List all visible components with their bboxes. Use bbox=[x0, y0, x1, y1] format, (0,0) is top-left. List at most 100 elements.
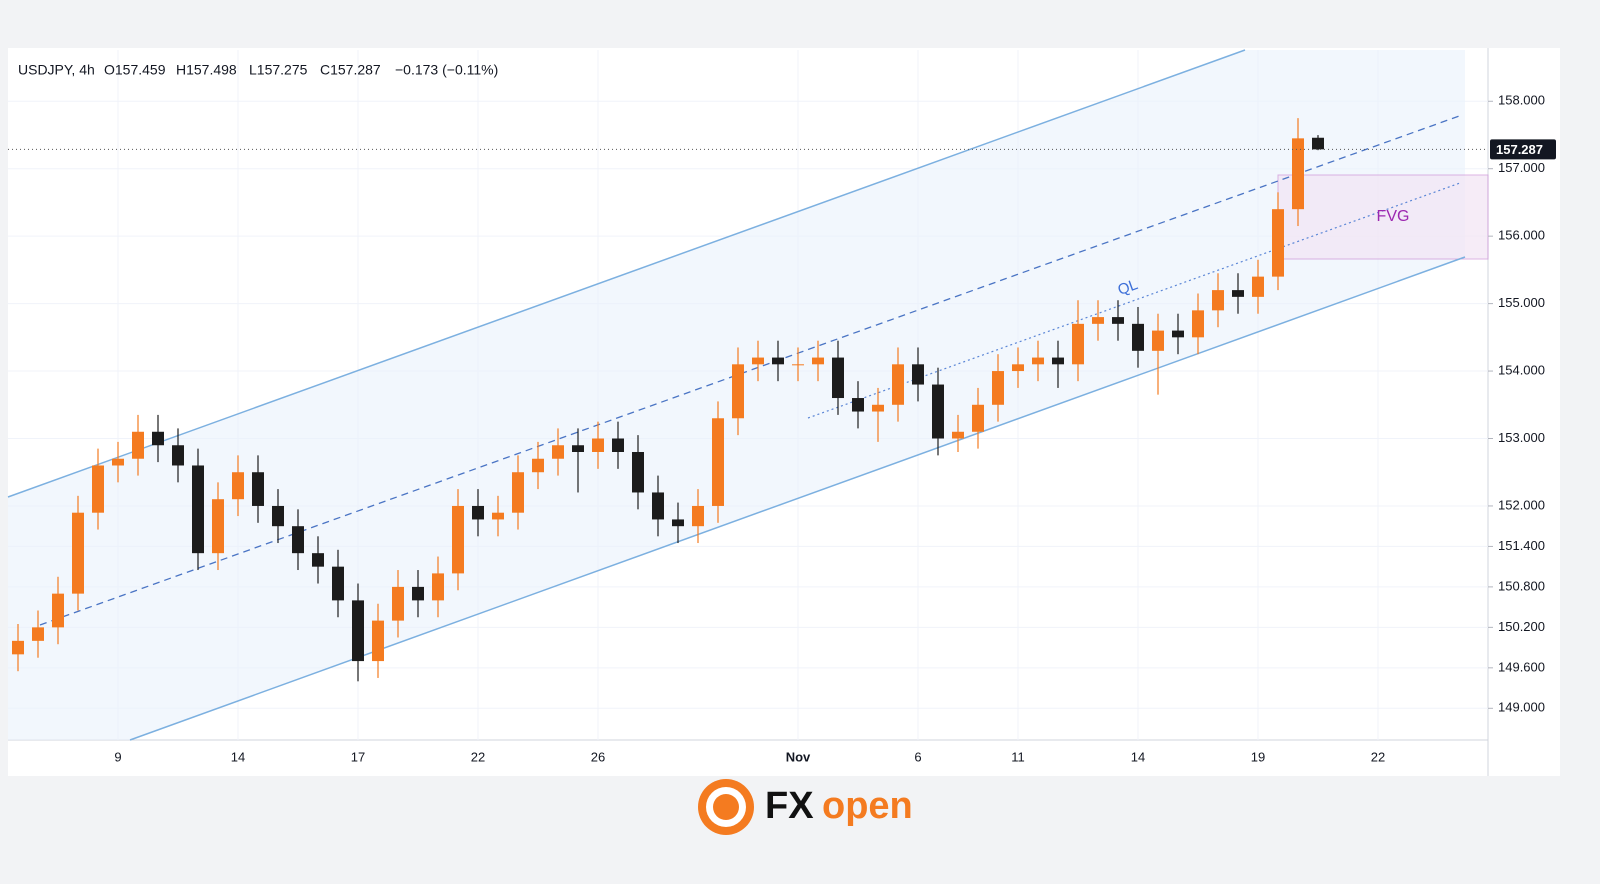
candle-body bbox=[852, 398, 864, 412]
y-tick-label: 152.000 bbox=[1498, 497, 1545, 512]
candle-body bbox=[332, 566, 344, 601]
candle-body bbox=[132, 431, 144, 459]
candle-body bbox=[812, 357, 824, 365]
candle-body bbox=[72, 512, 84, 594]
x-tick-label: 26 bbox=[591, 749, 605, 764]
candle-body bbox=[1152, 330, 1164, 351]
y-tick-label: 154.000 bbox=[1498, 362, 1545, 377]
y-tick-label: 150.200 bbox=[1498, 619, 1545, 634]
candles bbox=[12, 118, 1324, 682]
x-tick-label: 19 bbox=[1251, 749, 1265, 764]
candle-body bbox=[692, 505, 704, 527]
header-low: L157.275 bbox=[249, 62, 308, 78]
last-price-label: 157.287 bbox=[1496, 142, 1543, 157]
y-tick-label: 149.600 bbox=[1498, 659, 1545, 674]
candle-body bbox=[752, 357, 764, 365]
candle-body bbox=[1232, 290, 1244, 297]
x-tick-label: 9 bbox=[114, 749, 121, 764]
header-change: −0.173 (−0.11%) bbox=[395, 62, 498, 78]
candle-body bbox=[412, 586, 424, 601]
y-tick-label: 151.400 bbox=[1498, 538, 1545, 553]
candle-body bbox=[192, 465, 204, 554]
candle-body bbox=[1032, 357, 1044, 365]
candle-body bbox=[392, 586, 404, 621]
header-high: H157.498 bbox=[176, 62, 237, 78]
y-tick-label: 153.000 bbox=[1498, 430, 1545, 445]
candle-body bbox=[1092, 317, 1104, 324]
candle-body bbox=[512, 472, 524, 513]
candle-body bbox=[712, 418, 724, 506]
candle-body bbox=[1072, 323, 1084, 365]
x-tick-label: 11 bbox=[1011, 749, 1025, 764]
candle-body bbox=[352, 600, 364, 662]
fvg-label: FVG bbox=[1377, 208, 1410, 225]
header-open: O157.459 bbox=[104, 62, 166, 78]
candle-body bbox=[32, 627, 44, 641]
candle-body bbox=[932, 384, 944, 439]
candle-body bbox=[312, 553, 324, 567]
candle-body bbox=[612, 438, 624, 452]
candle-body bbox=[432, 573, 444, 601]
y-tick-label: 157.000 bbox=[1498, 160, 1545, 175]
candle-body bbox=[632, 451, 644, 493]
candle-body bbox=[1252, 276, 1264, 297]
candle-body bbox=[272, 505, 284, 527]
candle-body bbox=[892, 364, 904, 405]
candle-body bbox=[52, 593, 64, 628]
last-price-box bbox=[1490, 139, 1556, 160]
candle-body bbox=[1112, 317, 1124, 324]
candle-body bbox=[672, 519, 684, 527]
x-tick-label: Nov bbox=[786, 749, 811, 764]
candle-body bbox=[1212, 290, 1224, 311]
y-tick-label: 150.800 bbox=[1498, 578, 1545, 593]
candle-body bbox=[652, 492, 664, 520]
candle-body bbox=[772, 357, 784, 365]
candle-body bbox=[1192, 310, 1204, 338]
ql-label: QL bbox=[1116, 276, 1141, 299]
candle-body bbox=[912, 364, 924, 385]
candle-body bbox=[592, 438, 604, 452]
candle-body bbox=[292, 526, 304, 554]
candle-body bbox=[152, 431, 164, 446]
candle-body bbox=[1012, 364, 1024, 372]
candle-body bbox=[952, 431, 964, 439]
candle-body bbox=[972, 404, 984, 432]
logo-fx: FX bbox=[765, 785, 814, 827]
candle-body bbox=[792, 364, 804, 366]
candle-body bbox=[112, 458, 124, 466]
x-tick-label: 6 bbox=[914, 749, 921, 764]
candle-body bbox=[252, 472, 264, 506]
candle-body bbox=[1172, 330, 1184, 338]
candle-body bbox=[532, 458, 544, 473]
x-tick-label: 14 bbox=[231, 749, 245, 764]
chart-title: USDJPY, 4h bbox=[18, 62, 95, 78]
candle-body bbox=[212, 499, 224, 554]
candle-body bbox=[12, 640, 24, 655]
y-tick-label: 156.000 bbox=[1498, 228, 1545, 243]
header-close: C157.287 bbox=[320, 62, 381, 78]
x-tick-label: 22 bbox=[1371, 749, 1385, 764]
x-tick-label: 22 bbox=[471, 749, 485, 764]
candle-body bbox=[572, 445, 584, 452]
candle-body bbox=[372, 620, 384, 662]
candle-body bbox=[232, 472, 244, 500]
candle-body bbox=[992, 371, 1004, 405]
candle-body bbox=[1272, 209, 1284, 277]
candle-body bbox=[732, 364, 744, 419]
candle-body bbox=[1312, 137, 1324, 150]
channel-upper bbox=[7, 49, 1246, 498]
logo-icon-core bbox=[713, 794, 739, 820]
candle-body bbox=[872, 404, 884, 412]
candle-body bbox=[492, 512, 504, 520]
x-tick-label: 17 bbox=[351, 749, 365, 764]
candle-body bbox=[552, 445, 564, 459]
candle-body bbox=[452, 505, 464, 574]
candle-body bbox=[1292, 138, 1304, 210]
y-tick-label: 155.000 bbox=[1498, 295, 1545, 310]
y-tick-label: 158.000 bbox=[1498, 93, 1545, 108]
candle-body bbox=[472, 505, 484, 520]
candle-body bbox=[92, 465, 104, 513]
fvg-box bbox=[1277, 174, 1489, 260]
y-tick-label: 149.000 bbox=[1498, 700, 1545, 715]
